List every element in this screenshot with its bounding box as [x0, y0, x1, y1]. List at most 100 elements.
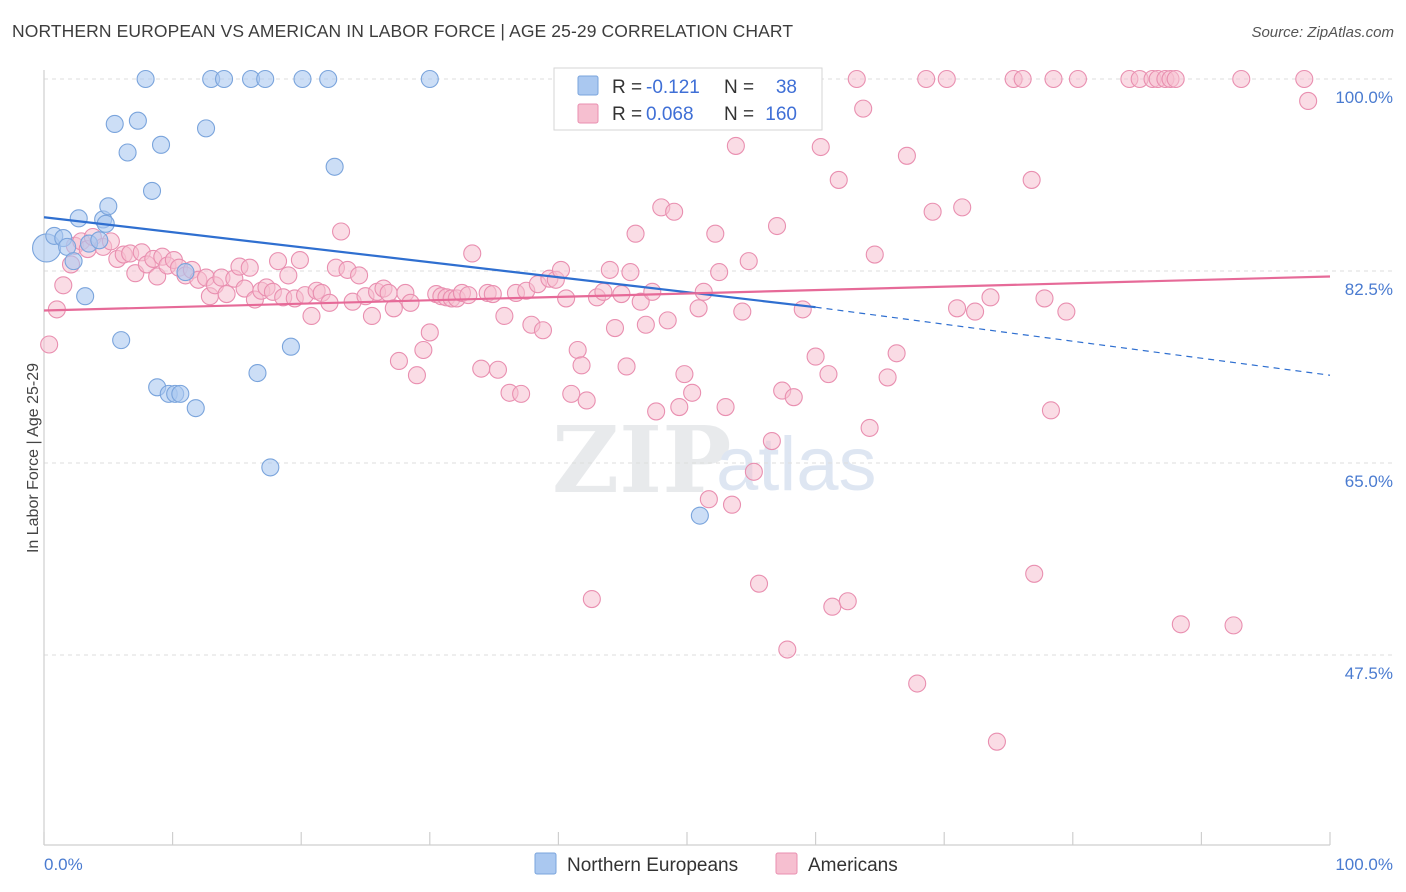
american-point-101 [626, 224, 645, 243]
american-point-77 [495, 306, 514, 326]
american-point-84 [533, 321, 553, 340]
american-point-155 [1022, 170, 1041, 189]
american-point-132 [811, 137, 830, 157]
bottom-legend-label-blue: Northern Europeans [567, 855, 738, 876]
americans-points [40, 69, 1318, 751]
american-point-40 [279, 266, 298, 285]
american-point-146 [923, 202, 942, 221]
american-point-104 [643, 282, 662, 301]
american-point-119 [726, 136, 745, 155]
x-tick-label-min: 0.0% [44, 855, 83, 874]
y-tick-label-2: 65.0% [1345, 472, 1393, 491]
american-point-150 [966, 302, 985, 321]
american-point-99 [617, 357, 636, 376]
american-point-61 [401, 293, 420, 312]
american-point-0 [40, 335, 59, 354]
northern-european-point-24 [186, 399, 205, 418]
american-point-168 [1166, 69, 1185, 89]
american-point-109 [670, 397, 689, 417]
american-point-171 [1232, 69, 1251, 89]
american-point-156 [1025, 564, 1044, 583]
american-point-62 [407, 366, 426, 385]
x-tick-label-max: 100.0% [1335, 855, 1393, 874]
northern-european-point-14 [118, 143, 137, 162]
american-point-128 [778, 640, 797, 659]
american-point-143 [897, 146, 916, 165]
northern-european-point-8 [90, 231, 109, 250]
bottom-legend-label-pink: Americans [808, 855, 898, 876]
northern-european-point-17 [142, 181, 162, 200]
northern-european-point-19 [151, 135, 171, 154]
american-point-112 [689, 299, 708, 318]
x-ticks [43, 832, 1331, 845]
american-point-42 [290, 250, 309, 270]
american-point-96 [600, 260, 619, 279]
american-point-58 [384, 299, 403, 318]
american-point-72 [463, 244, 482, 263]
american-point-49 [332, 222, 351, 241]
american-point-125 [762, 432, 781, 451]
northern-european-point-36 [420, 69, 439, 89]
american-point-73 [472, 359, 491, 378]
legend-n-label-pink: N = [724, 104, 754, 125]
american-point-122 [744, 462, 763, 481]
legend-r-value-blue: -0.121 [646, 77, 700, 98]
american-point-95 [594, 282, 613, 301]
northern-european-point-13 [112, 331, 131, 350]
american-point-59 [389, 351, 408, 371]
american-point-121 [739, 252, 758, 271]
american-point-160 [1057, 302, 1076, 321]
bottom-legend-swatch-blue [534, 852, 557, 875]
american-point-97 [605, 319, 625, 338]
american-point-33 [240, 258, 259, 277]
american-point-118 [722, 495, 742, 514]
northern-european-point-25 [196, 119, 216, 138]
y-axis-label: In Labor Force | Age 25-29 [25, 363, 42, 553]
northern-european-point-5 [69, 209, 88, 228]
legend-r-value-pink: 0.068 [646, 104, 694, 125]
northern-european-point-34 [319, 69, 338, 89]
american-point-91 [572, 356, 591, 375]
american-point-169 [1171, 615, 1190, 634]
american-point-139 [860, 418, 879, 437]
legend-n-label-blue: N = [724, 77, 754, 98]
american-point-157 [1035, 289, 1054, 308]
american-point-126 [767, 216, 787, 236]
american-point-75 [483, 284, 502, 304]
american-point-76 [488, 360, 508, 379]
american-point-105 [647, 402, 666, 421]
american-point-108 [665, 202, 684, 221]
northern-european-point-27 [214, 69, 234, 89]
y-tick-label-3: 47.5% [1345, 664, 1393, 683]
american-point-135 [829, 170, 848, 189]
series-legend: Northern Europeans Americans [534, 852, 898, 876]
american-point-147 [937, 69, 956, 89]
american-point-144 [908, 674, 927, 693]
northern-european-point-12 [105, 114, 124, 134]
y-tick-label-1: 82.5% [1345, 280, 1393, 299]
northern-european-point-23 [176, 263, 195, 282]
american-point-142 [887, 344, 906, 363]
northern-european-point-32 [281, 337, 300, 356]
northern-european-point-30 [256, 69, 275, 89]
legend-swatch-pink [577, 103, 599, 124]
american-point-44 [302, 306, 321, 326]
american-point-103 [636, 315, 655, 334]
legend-swatch-blue [577, 75, 599, 96]
american-point-38 [269, 252, 288, 271]
american-point-57 [379, 283, 398, 302]
northern-european-point-31 [261, 458, 280, 477]
northern-europeans-points [32, 69, 709, 525]
american-point-92 [577, 391, 596, 410]
american-point-100 [621, 263, 640, 282]
trendlines [43, 216, 1331, 376]
american-point-110 [675, 365, 694, 384]
legend-n-value-pink: 160 [765, 104, 797, 125]
northern-european-point-15 [128, 111, 147, 130]
watermark-atlas: atlas [716, 422, 877, 507]
american-point-173 [1299, 91, 1318, 110]
bottom-legend-swatch-pink [775, 852, 798, 875]
chart-title: NORTHERN EUROPEAN VS AMERICAN IN LABOR F… [12, 21, 794, 41]
american-point-145 [917, 69, 936, 89]
